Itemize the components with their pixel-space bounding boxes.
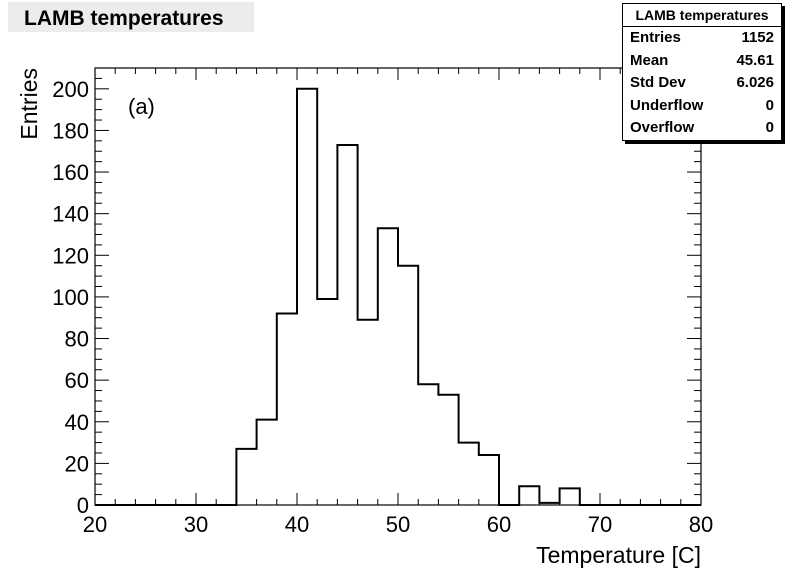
y-tick-label: 140: [52, 202, 89, 227]
stats-label: Underflow: [630, 96, 704, 114]
stats-label: Mean: [630, 51, 669, 69]
stats-row-stddev: Std Dev 6.026: [623, 72, 781, 95]
x-tick-label: 20: [83, 512, 107, 537]
x-tick-label: 50: [386, 512, 410, 537]
stats-value: 1152: [741, 29, 774, 46]
y-axis-label: Entries: [16, 68, 42, 140]
x-tick-label: 30: [184, 512, 208, 537]
y-tick-label: 120: [52, 243, 89, 268]
panel-annotation: (a): [128, 94, 155, 119]
stats-label: Std Dev: [630, 74, 686, 91]
stats-title: LAMB temperatures: [623, 4, 781, 27]
histogram-bin: [257, 420, 277, 505]
x-tick-label: 40: [285, 512, 309, 537]
histogram-bin: [560, 488, 580, 505]
histogram-outline: [95, 87, 701, 506]
x-axis-label: Temperature [C]: [536, 542, 701, 568]
histogram-bin: [358, 320, 378, 505]
x-tick-label: 70: [588, 512, 612, 537]
histogram-bin: [398, 266, 418, 505]
stats-row-underflow: Underflow 0: [623, 95, 781, 118]
stats-value: 0: [765, 96, 774, 114]
y-tick-label: 0: [77, 493, 89, 518]
y-tick-label: 180: [52, 118, 89, 143]
chart-title: LAMB temperatures: [24, 7, 224, 30]
histogram-bin: [438, 395, 458, 505]
x-tick-label: 60: [487, 512, 511, 537]
histogram-bin: [418, 384, 438, 505]
histogram-bin: [297, 89, 317, 505]
histogram-bin: [519, 486, 539, 505]
y-tick-label: 20: [65, 451, 89, 476]
stats-value: 6.026: [736, 74, 774, 91]
y-tick-label: 100: [52, 285, 89, 310]
histogram-bin: [378, 228, 398, 505]
stats-row-mean: Mean 45.61: [623, 50, 781, 73]
stats-value: 45.61: [736, 51, 774, 69]
stats-row-entries: Entries 1152: [623, 27, 781, 50]
y-tick-label: 80: [65, 327, 89, 352]
y-tick-label: 40: [65, 410, 89, 435]
title-box: LAMB temperatures: [8, 2, 254, 32]
x-tick-label: 80: [689, 512, 713, 537]
stats-row-overflow: Overflow 0: [623, 117, 781, 140]
stats-label: Entries: [630, 29, 681, 46]
histogram-bin: [539, 503, 559, 505]
histogram-bin: [236, 449, 256, 505]
y-tick-label: 60: [65, 368, 89, 393]
stats-value: 0: [765, 119, 774, 136]
histogram-bin: [277, 314, 297, 505]
histogram-bin: [479, 455, 499, 505]
y-tick-label: 200: [52, 77, 89, 102]
y-tick-label: 160: [52, 160, 89, 185]
histogram-bin: [337, 145, 357, 505]
stats-label: Overflow: [630, 119, 695, 136]
stats-box: LAMB temperatures Entries 1152 Mean 45.6…: [622, 3, 782, 141]
histogram-bin: [317, 299, 337, 505]
histogram-bin: [459, 443, 479, 505]
